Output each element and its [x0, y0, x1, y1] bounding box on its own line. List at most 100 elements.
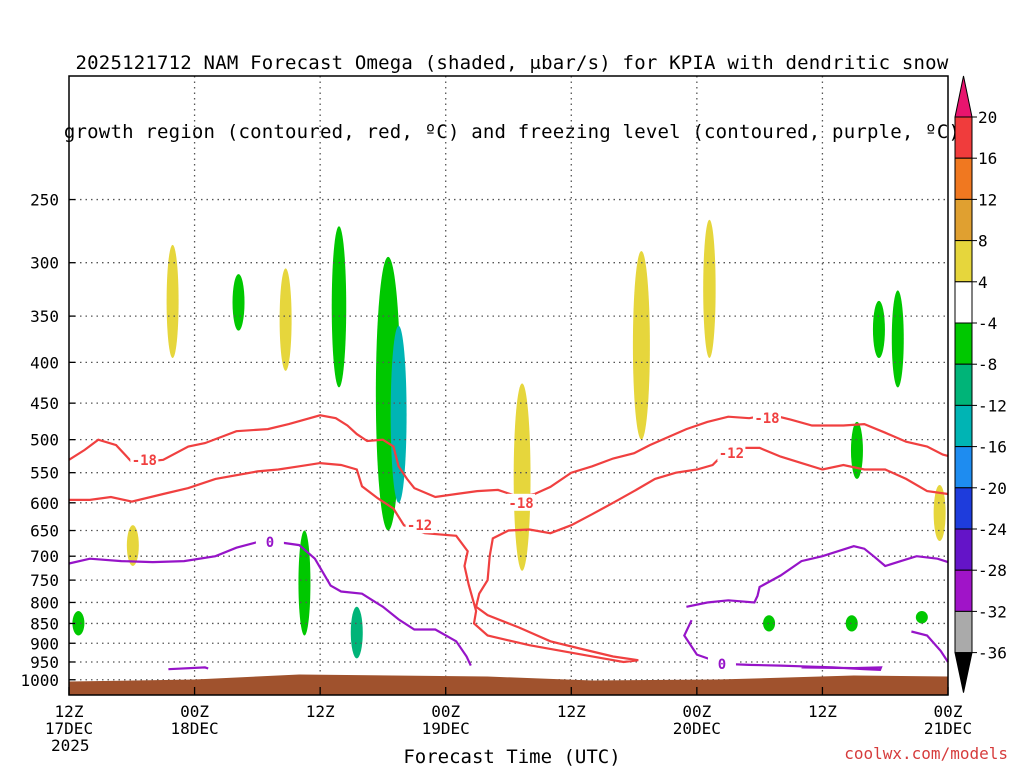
- x-tick-label: 00Z: [431, 702, 460, 721]
- contour-label-zero-bg: [255, 533, 284, 551]
- dgz-contour-minus18: [68, 413, 949, 499]
- contour-label-minus18: -18: [754, 411, 779, 427]
- y-tick-label: 300: [30, 254, 59, 273]
- terrain-layer: [69, 674, 948, 695]
- y-tick-label: 950: [30, 653, 59, 672]
- colorbar-label: -36: [978, 644, 1007, 663]
- omega-feature: [933, 485, 946, 542]
- x-axis-label: Forecast Time (UTC): [403, 746, 621, 768]
- contour-label-minus12: -12: [407, 518, 432, 534]
- colorbar-label: -4: [978, 314, 997, 333]
- colorbar-label: 16: [978, 149, 997, 168]
- dgz-contour-minus12: [69, 446, 949, 664]
- contour-label-minus18: -18: [132, 453, 157, 469]
- freezing-level-contour: [911, 630, 949, 663]
- contour-label-minus18-bg: [130, 450, 159, 468]
- y-tick-label: 650: [30, 522, 59, 541]
- contour-label-zero: 0: [718, 657, 726, 673]
- y-tick-label: 750: [30, 571, 59, 590]
- y-tick-label: 600: [30, 494, 59, 513]
- y-tick-label: 550: [30, 464, 59, 483]
- colorbar-top-arrow: [954, 75, 973, 118]
- colorbar-segment: [954, 446, 973, 489]
- colorbar-segment: [954, 116, 973, 159]
- omega-feature: [166, 244, 179, 358]
- freezing-level-contour: [686, 545, 949, 608]
- axes-layer: 2503003504004505005506006507007508008509…: [20, 75, 972, 755]
- colorbar-segment: [954, 240, 973, 283]
- omega-feature: [279, 268, 292, 371]
- omega-feature: [232, 274, 245, 331]
- colorbar-segment: [954, 404, 973, 448]
- colorbar-segment: [954, 610, 973, 654]
- colorbar-bottom-arrow: [954, 652, 973, 693]
- colorbar-label: 12: [978, 190, 997, 209]
- x-tick-label: 12Z: [808, 702, 837, 721]
- colorbar-label: -28: [978, 561, 1007, 580]
- x-tick-label: 12Z: [306, 702, 335, 721]
- colorbar-segment: [954, 487, 973, 530]
- y-tick-label: 1000: [20, 671, 59, 690]
- y-tick-label: 850: [30, 614, 59, 633]
- freezing-level-contour: [68, 541, 472, 667]
- omega-feature: [915, 611, 928, 624]
- omega-feature: [763, 615, 776, 632]
- x-tick-label: 21DEC: [924, 719, 972, 738]
- x-tick-label: 12Z: [557, 702, 586, 721]
- contour-label-minus18-bg: [752, 409, 781, 427]
- omega-feature: [72, 611, 85, 636]
- y-tick-label: 400: [30, 353, 59, 372]
- colorbar-segment: [954, 528, 973, 571]
- colorbar-label: -24: [978, 520, 1007, 539]
- y-tick-label: 450: [30, 394, 59, 413]
- y-tick-label: 800: [30, 593, 59, 612]
- colorbar-segment: [954, 569, 973, 612]
- contour-label-minus12: -12: [719, 446, 744, 462]
- omega-feature: [850, 421, 863, 479]
- contour-layer: -18 -18 -18 -12 -12 0 0: [68, 409, 949, 673]
- y-tick-label: 900: [30, 634, 59, 653]
- y-tick-label: 250: [30, 191, 59, 210]
- colorbar-label: 4: [978, 273, 988, 292]
- x-tick-label: 12Z: [55, 702, 84, 721]
- y-tick-label: 350: [30, 307, 59, 326]
- y-tick-label: 500: [30, 431, 59, 450]
- colorbar-label: -20: [978, 479, 1007, 498]
- site-credit: coolwx.com/models: [844, 744, 1008, 763]
- colorbar-label: -16: [978, 438, 1007, 457]
- colorbar-label: 8: [978, 232, 988, 251]
- x-tick-label: 20DEC: [673, 719, 721, 738]
- contour-label-minus12-bg: [717, 444, 746, 462]
- omega-feature: [390, 325, 407, 503]
- plot-frame: [68, 75, 949, 696]
- omega-feature: [513, 383, 531, 571]
- omega-feature: [872, 300, 885, 358]
- colorbar-label: 20: [978, 108, 997, 127]
- title-line-1: 2025121712 NAM Forecast Omega (shaded, μ…: [75, 52, 949, 74]
- x-tick-label: 00Z: [180, 702, 209, 721]
- omega-feature: [845, 615, 858, 632]
- y-tick-label: 700: [30, 547, 59, 566]
- colorbar-label: -8: [978, 355, 997, 374]
- contour-label-minus18: -18: [508, 496, 533, 512]
- colorbar-segment: [954, 363, 973, 406]
- x-tick-label: 17DEC: [45, 719, 93, 738]
- freezing-level-contour: [168, 666, 209, 671]
- omega-feature: [632, 250, 650, 440]
- colorbar-label: -12: [978, 396, 1007, 415]
- omega-feature: [891, 290, 904, 388]
- omega-shading-layer: [72, 219, 946, 659]
- x-tick-label: 19DEC: [422, 719, 470, 738]
- x-tick-label: 2025: [51, 736, 90, 755]
- x-tick-label: 00Z: [682, 702, 711, 721]
- contour-label-minus12-bg: [405, 516, 434, 534]
- omega-feature: [703, 219, 716, 358]
- x-tick-label: 18DEC: [170, 719, 218, 738]
- omega-feature: [126, 525, 139, 566]
- terrain-ground: [69, 674, 948, 695]
- contour-label-zero-bg: [707, 654, 736, 672]
- colorbar-segment: [954, 281, 973, 324]
- title-line-2: growth region (contoured, red, ºC) and f…: [63, 121, 961, 143]
- colorbar-segment: [954, 198, 973, 242]
